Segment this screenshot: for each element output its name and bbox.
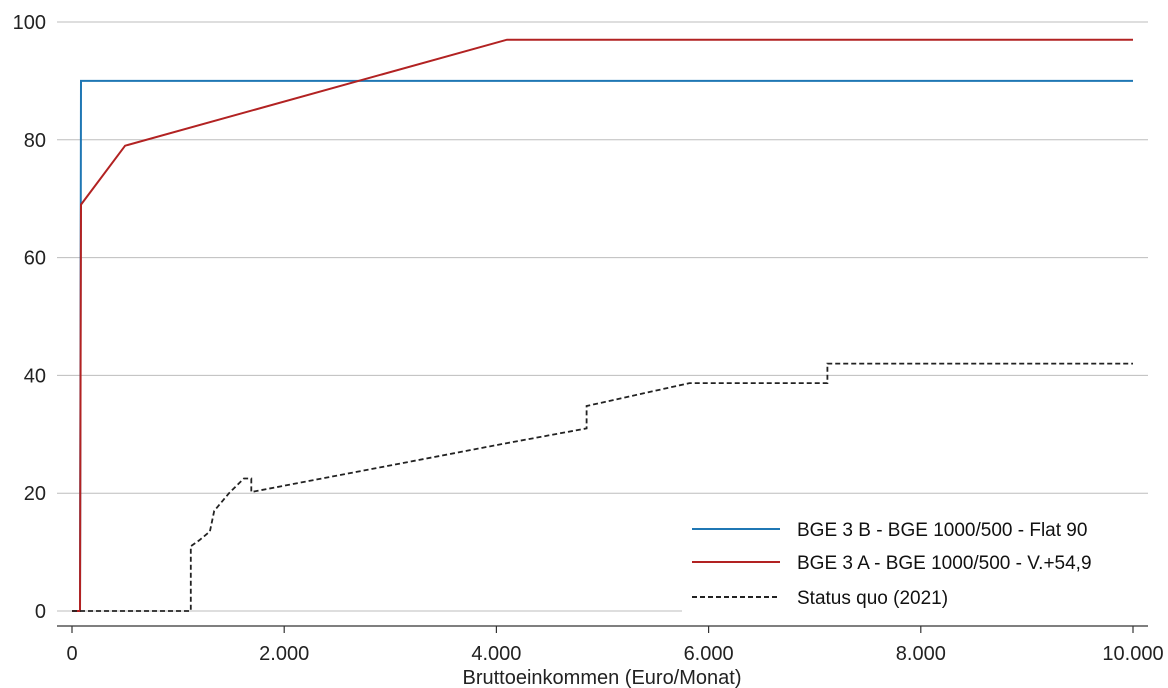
- x-tick-label: 6.000: [684, 643, 734, 665]
- legend-label-2: Status quo (2021): [797, 588, 948, 609]
- legend-label-0: BGE 3 B - BGE 1000/500 - Flat 90: [797, 520, 1087, 541]
- y-tick-label: 20: [24, 483, 46, 505]
- x-tick-label: 4.000: [471, 643, 521, 665]
- series-line-2: [72, 362, 1133, 612]
- x-tick-label: 0: [66, 643, 77, 665]
- legend-background: [682, 508, 1148, 612]
- legend: BGE 3 B - BGE 1000/500 - Flat 90 BGE 3 A …: [682, 508, 1148, 612]
- x-tick-label: 10.000: [1102, 643, 1163, 665]
- y-tick-label: 40: [24, 365, 46, 387]
- x-tick-label: 2.000: [259, 643, 309, 665]
- x-axis-title: Bruttoeinkommen (Euro/Monat): [462, 667, 741, 688]
- y-tick-label: 80: [24, 130, 46, 152]
- y-tick-label: 60: [24, 248, 46, 270]
- x-tick-label: 8.000: [896, 643, 946, 665]
- series-line-1: [72, 38, 1133, 612]
- y-tick-label: 0: [35, 601, 46, 623]
- series-lines: [72, 38, 1133, 612]
- y-tick-label: 100: [13, 12, 46, 34]
- legend-label-1: BGE 3 A - BGE 1000/500 - V.+54,9: [797, 553, 1092, 574]
- axes: 0 20 40 60 80 100 0 2.000 4.000 6.000 8.000 10.000: [13, 12, 1164, 665]
